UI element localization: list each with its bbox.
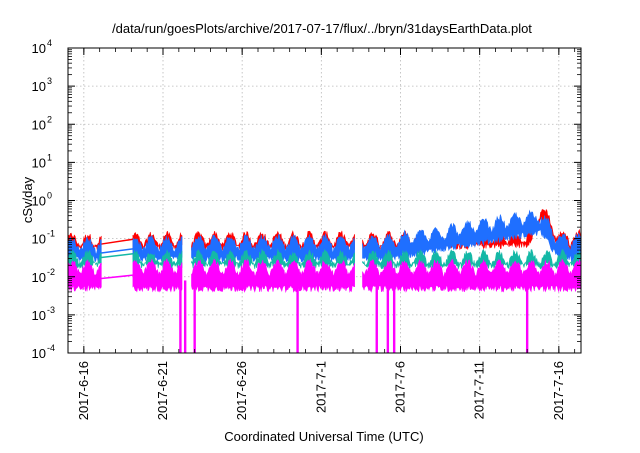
y-tick-base: 10	[32, 232, 46, 247]
y-tick-label: 10	[32, 346, 46, 361]
y-tick-exponent: 3	[47, 76, 52, 86]
series-gap-line	[101, 238, 134, 245]
y-tick-label: 10	[32, 117, 46, 132]
y-tick-label: 10	[32, 308, 46, 323]
series-band-segment	[132, 258, 183, 293]
y-tick-base: 10	[32, 270, 46, 285]
y-tick-exponent: -3	[47, 305, 55, 315]
x-tick-label: 2017-7-1	[313, 361, 328, 413]
dropout-spike	[392, 280, 396, 353]
y-tick-exponent: 0	[47, 191, 52, 201]
dropout-spike	[525, 280, 529, 353]
dropout-spike	[296, 280, 299, 353]
x-tick-label: 2017-6-26	[234, 361, 249, 420]
series-gap-line	[101, 248, 134, 254]
y-tick-exponent: -2	[47, 267, 55, 277]
x-tick-label: 2017-7-11	[472, 361, 487, 419]
series-band-segment	[191, 258, 355, 294]
y-tick-label: 10	[32, 270, 46, 285]
plot-area	[67, 208, 582, 353]
y-tick-label: 10	[32, 194, 46, 209]
grid	[68, 48, 581, 353]
y-tick-label: 10	[32, 232, 46, 247]
dropout-spike	[183, 280, 187, 353]
series-band-segment	[67, 259, 102, 292]
dropout-spike	[193, 280, 196, 353]
y-tick-exponent: 4	[47, 38, 52, 48]
y-tick-exponent: 1	[47, 152, 52, 162]
series-gap-line	[101, 253, 134, 259]
y-tick-base: 10	[32, 308, 46, 323]
y-tick-base: 10	[32, 117, 46, 132]
y-tick-exponent: 2	[47, 114, 52, 124]
y-tick-base: 10	[32, 194, 46, 209]
y-tick-exponent: -4	[47, 343, 55, 353]
chart-title: /data/run/goesPlots/archive/2017-07-17/f…	[112, 21, 532, 36]
dropout-spike	[375, 280, 378, 353]
x-tick-label: 2017-7-6	[393, 361, 408, 413]
x-axis-label: Coordinated Universal Time (UTC)	[224, 429, 423, 444]
x-tick-label: 2017-6-21	[155, 361, 170, 420]
series-gap-line	[101, 274, 133, 280]
x-axis-ticks: 2017-6-16 2017-6-21 2017-6-26 2017-7-1 2017-…	[67, 48, 576, 420]
y-tick-label: 10	[32, 41, 46, 56]
y-tick-base: 10	[32, 346, 46, 361]
dropout-spike	[179, 280, 182, 353]
y-tick-label: 10	[32, 79, 46, 94]
y-tick-base: 10	[32, 155, 46, 170]
series-band-segment	[132, 235, 183, 263]
y-tick-base: 10	[32, 79, 46, 94]
y-tick-exponent: -1	[47, 229, 55, 239]
y-axis-label: cSv/day	[20, 176, 35, 223]
y-tick-label: 10	[32, 155, 46, 170]
y-tick-base: 10	[32, 41, 46, 56]
x-tick-label: 2017-6-16	[76, 361, 91, 420]
x-tick-label: 2017-7-16	[551, 361, 566, 420]
dropout-spike	[386, 280, 390, 353]
